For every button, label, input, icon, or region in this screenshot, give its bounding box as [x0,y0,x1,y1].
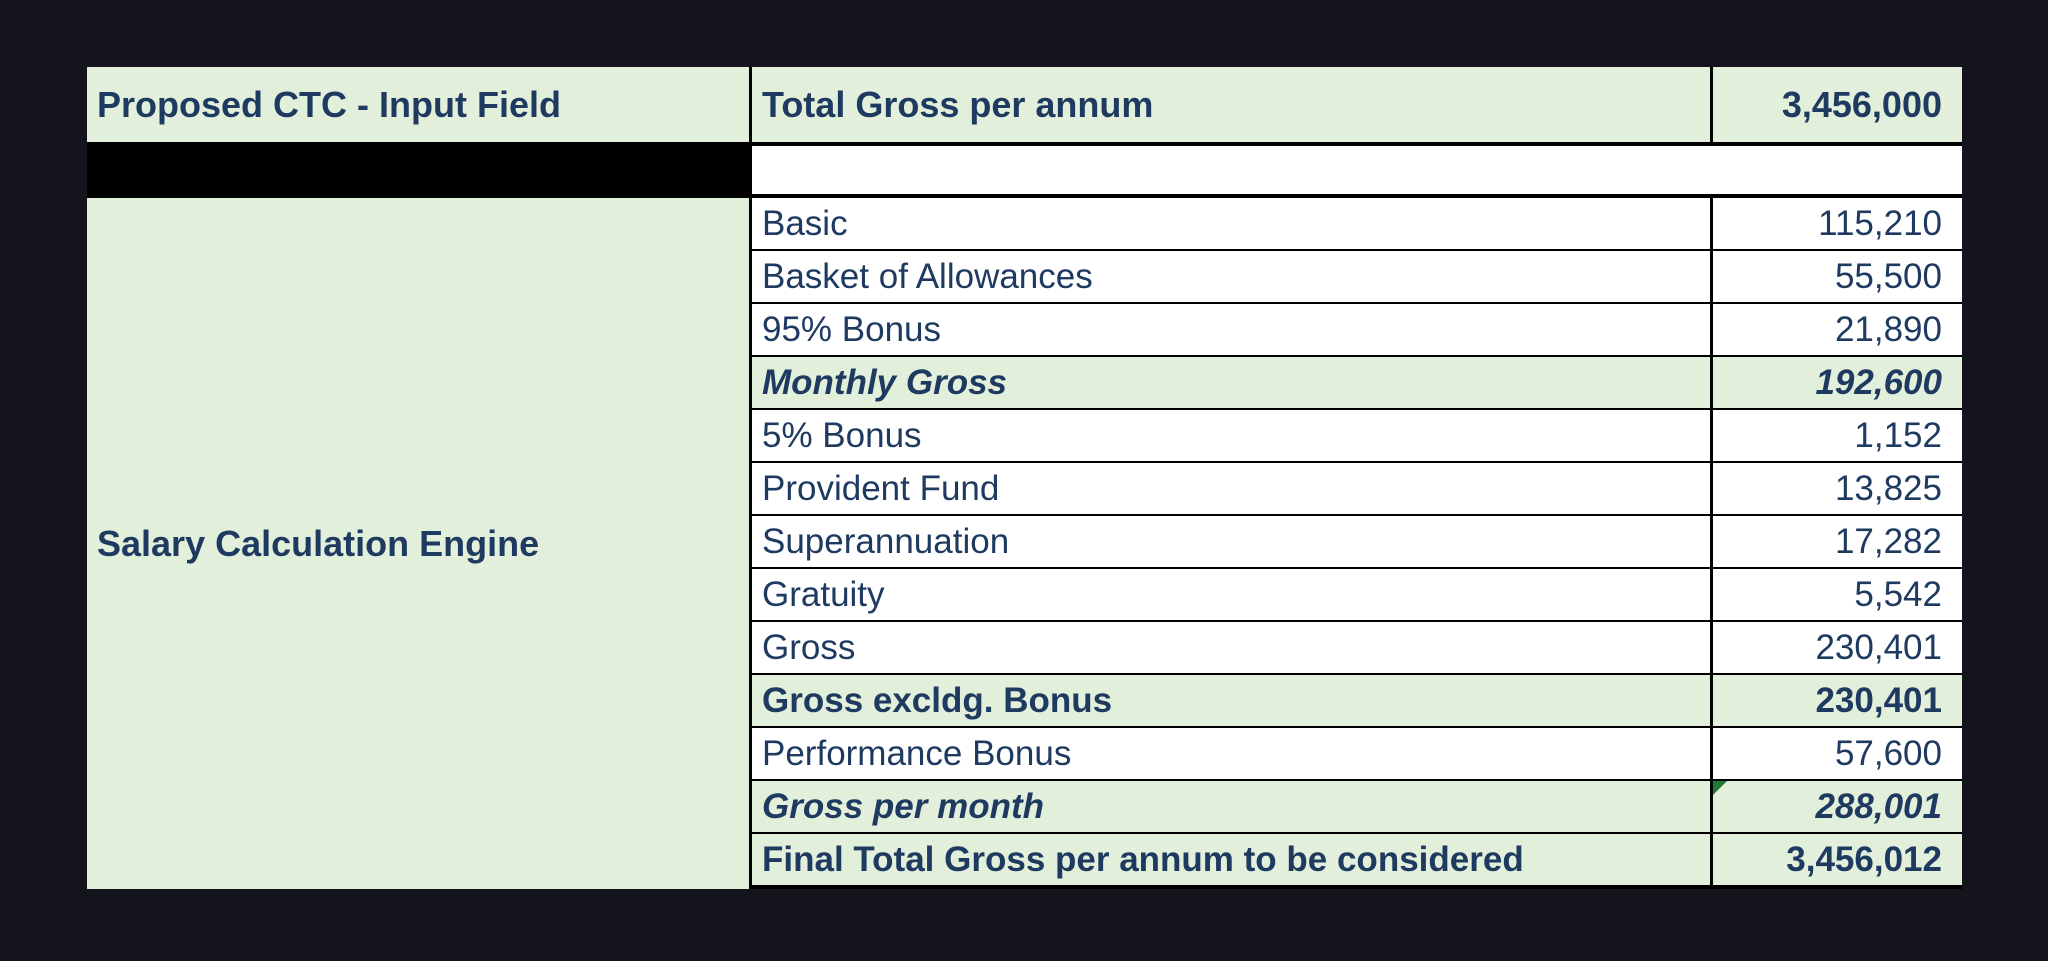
row-label: Gross excldg. Bonus [752,675,1710,726]
row-value[interactable]: 5,542 [1713,569,1962,620]
total-gross-input-field[interactable]: 3,456,000 [1713,67,1962,142]
row-label: Gratuity [752,569,1710,620]
input-section-label: Proposed CTC - Input Field [87,67,749,142]
row-label: 95% Bonus [752,304,1710,355]
row-value[interactable]: 21,890 [1713,304,1962,355]
total-gross-label-cell: Total Gross per annum [752,67,1710,142]
row-value[interactable]: 17,282 [1713,516,1962,567]
row-label: Basic [752,198,1710,249]
row-value[interactable]: 230,401 [1713,622,1962,673]
row-label: Monthly Gross [752,357,1710,408]
row-value[interactable]: 115,210 [1713,198,1962,249]
blank-separator-cell [752,146,1962,194]
salary-calculation-sheet: Proposed CTC - Input Field Total Gross p… [87,67,1962,889]
row-value[interactable]: 192,600 [1713,357,1962,408]
row-label: Performance Bonus [752,728,1710,779]
row-value[interactable]: 3,456,012 [1713,834,1962,885]
row-value[interactable]: 57,600 [1713,728,1962,779]
formula-warning-indicator-icon[interactable] [1713,781,1727,795]
row-label: Gross per month [752,781,1710,832]
row-value[interactable]: 1,152 [1713,410,1962,461]
row-label: 5% Bonus [752,410,1710,461]
row-label: Superannuation [752,516,1710,567]
row-value[interactable]: 13,825 [1713,463,1962,514]
row-value[interactable]: 288,001 [1713,781,1962,832]
row-value[interactable]: 230,401 [1713,675,1962,726]
engine-section-label: Salary Calculation Engine [87,198,749,889]
row-label: Basket of Allowances [752,251,1710,302]
row-value[interactable]: 55,500 [1713,251,1962,302]
row-label: Final Total Gross per annum to be consid… [752,834,1710,885]
row-label: Gross [752,622,1710,673]
row-label: Provident Fund [752,463,1710,514]
